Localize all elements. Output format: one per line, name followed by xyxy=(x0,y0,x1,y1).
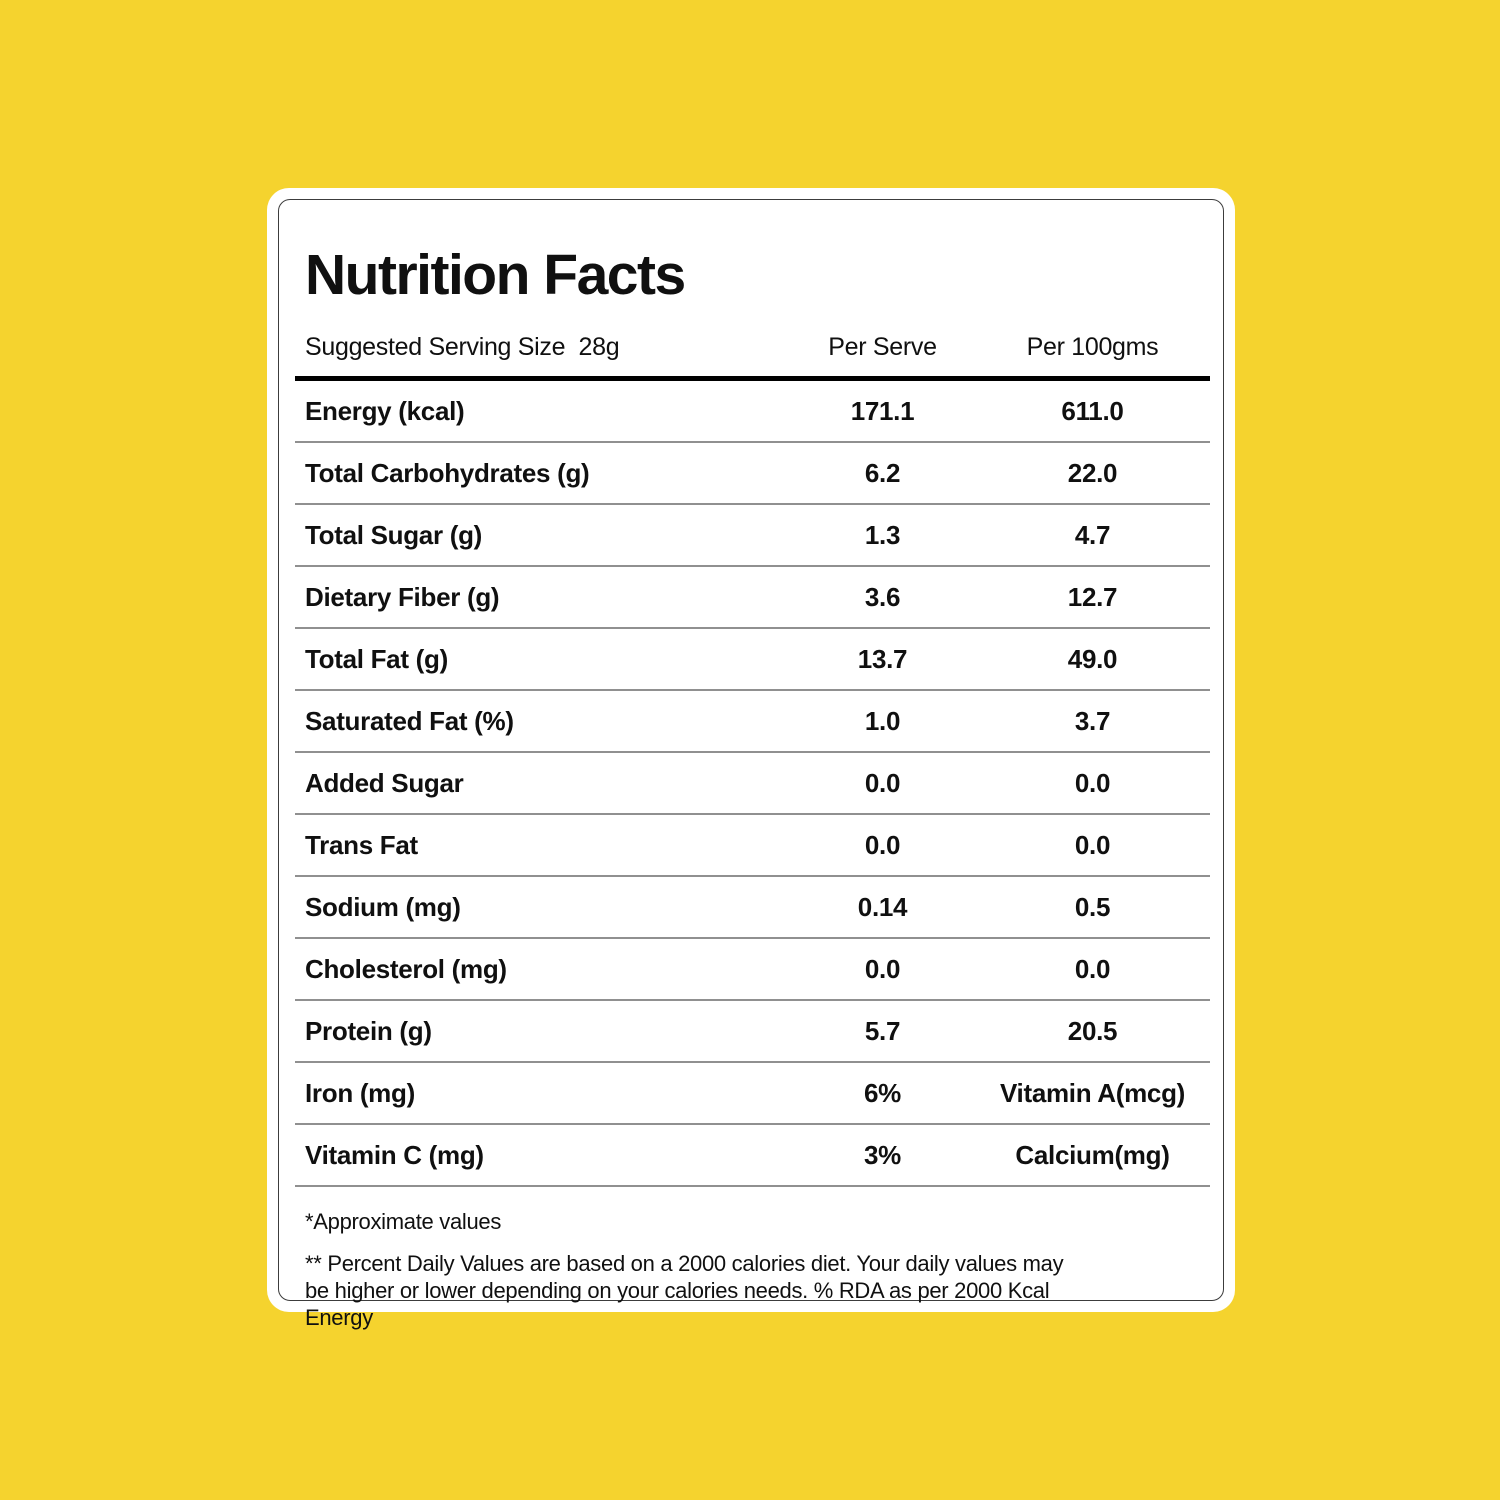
row-per-100-value: 0.0 xyxy=(975,813,1210,877)
table-row-total-fat: Total Fat (g) 13.7 49.0 xyxy=(295,627,1210,691)
row-label: Dietary Fiber (g) xyxy=(295,565,790,629)
nutrition-table: Suggested Serving Size 28g Per Serve Per… xyxy=(295,324,1210,1187)
row-per-100-value: 3.7 xyxy=(975,689,1210,753)
table-row-dietary-fiber: Dietary Fiber (g) 3.6 12.7 xyxy=(295,565,1210,629)
table-row-added-sugar: Added Sugar 0.0 0.0 xyxy=(295,751,1210,815)
row-label: Sodium (mg) xyxy=(295,875,790,939)
table-row-vitamin-c: Vitamin C (mg) 3% Calcium(mg) xyxy=(295,1123,1210,1187)
row-per-serve-value: 6% xyxy=(790,1061,975,1125)
table-row-energy: Energy (kcal) 171.1 611.0 xyxy=(295,378,1210,443)
serving-size-header: Suggested Serving Size 28g xyxy=(295,324,790,381)
row-per-serve-value: 171.1 xyxy=(790,378,975,443)
table-row-protein: Protein (g) 5.7 20.5 xyxy=(295,999,1210,1063)
footnotes: *Approximate values ** Percent Daily Val… xyxy=(295,1209,1210,1331)
row-per-serve-value: 5.7 xyxy=(790,999,975,1063)
row-per-serve-value: 13.7 xyxy=(790,627,975,691)
row-per-100-value: 20.5 xyxy=(975,999,1210,1063)
row-per-100-value: 22.0 xyxy=(975,441,1210,505)
row-per-100-value: 0.0 xyxy=(975,937,1210,1001)
nutrition-facts-card: Nutrition Facts Suggested Serving Size 2… xyxy=(267,188,1235,1330)
row-per-serve-value: 1.3 xyxy=(790,503,975,567)
row-per-serve-value: 0.0 xyxy=(790,937,975,1001)
row-per-serve-value: 6.2 xyxy=(790,441,975,505)
table-row-iron: Iron (mg) 6% Vitamin A(mcg) xyxy=(295,1061,1210,1125)
row-per-100-value: 12.7 xyxy=(975,565,1210,629)
table-row-cholesterol: Cholesterol (mg) 0.0 0.0 xyxy=(295,937,1210,1001)
row-per-serve-value: 0.0 xyxy=(790,751,975,815)
row-per-100-value: 4.7 xyxy=(975,503,1210,567)
row-label: Protein (g) xyxy=(295,999,790,1063)
row-label: Cholesterol (mg) xyxy=(295,937,790,1001)
row-label: Iron (mg) xyxy=(295,1061,790,1125)
row-label: Trans Fat xyxy=(295,813,790,877)
row-label: Total Fat (g) xyxy=(295,627,790,691)
daily-values-note: ** Percent Daily Values are based on a 2… xyxy=(305,1250,1064,1330)
card-inner-border xyxy=(278,199,1224,1301)
table-row-trans-fat: Trans Fat 0.0 0.0 xyxy=(295,813,1210,877)
row-per-100-value: 611.0 xyxy=(975,378,1210,443)
row-per-100-value: Calcium(mg) xyxy=(975,1123,1210,1187)
row-per-100-value: 0.0 xyxy=(975,751,1210,815)
table-row-saturated-fat: Saturated Fat (%) 1.0 3.7 xyxy=(295,689,1210,753)
row-label: Added Sugar xyxy=(295,751,790,815)
row-per-serve-value: 3.6 xyxy=(790,565,975,629)
table-row-total-carbohydrates: Total Carbohydrates (g) 6.2 22.0 xyxy=(295,441,1210,505)
row-per-serve-value: 0.14 xyxy=(790,875,975,939)
row-per-serve-value: 1.0 xyxy=(790,689,975,753)
row-per-serve-value: 3% xyxy=(790,1123,975,1187)
table-row-total-sugar: Total Sugar (g) 1.3 4.7 xyxy=(295,503,1210,567)
row-per-serve-value: 0.0 xyxy=(790,813,975,877)
row-per-100-value: Vitamin A(mcg) xyxy=(975,1061,1210,1125)
table-row-sodium: Sodium (mg) 0.14 0.5 xyxy=(295,875,1210,939)
per-serve-column-header: Per Serve xyxy=(790,324,975,381)
page-title: Nutrition Facts xyxy=(305,243,686,307)
row-per-100-value: 49.0 xyxy=(975,627,1210,691)
row-per-100-value: 0.5 xyxy=(975,875,1210,939)
row-label: Vitamin C (mg) xyxy=(295,1123,790,1187)
row-label: Total Carbohydrates (g) xyxy=(295,441,790,505)
row-label: Energy (kcal) xyxy=(295,378,790,443)
row-label: Saturated Fat (%) xyxy=(295,689,790,753)
approximate-values-note: *Approximate values xyxy=(305,1208,502,1234)
table-header-row: Suggested Serving Size 28g Per Serve Per… xyxy=(295,324,1210,381)
per-100gms-column-header: Per 100gms xyxy=(975,324,1210,381)
row-label: Total Sugar (g) xyxy=(295,503,790,567)
card-content: Nutrition Facts Suggested Serving Size 2… xyxy=(295,188,1210,1331)
